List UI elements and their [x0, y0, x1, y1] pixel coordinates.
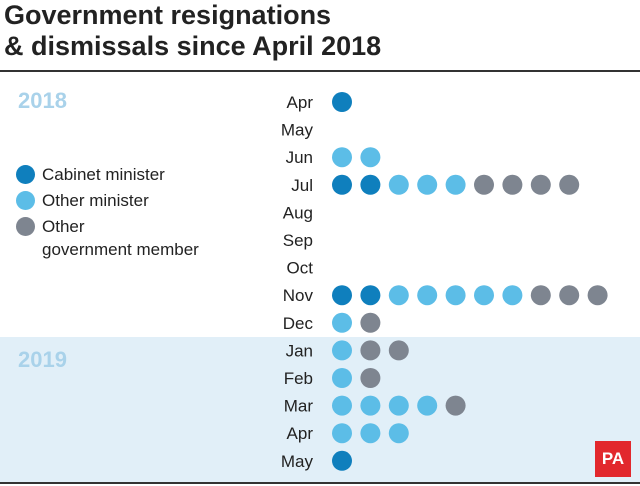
dot-cabinet-minister-jul-2018: [360, 174, 381, 195]
dot-other-minister-mar-2019: [360, 395, 381, 416]
dot-other-government-member-feb-2019: [360, 368, 381, 388]
dot-cabinet-minister-nov-2018: [332, 285, 352, 306]
chart-title: Government resignations & dismissals sin…: [4, 0, 624, 62]
year-2019-band: [0, 337, 640, 482]
legend-label-other-government-member-line-1: Other: [42, 217, 85, 236]
month-label-dec-2018: Dec: [283, 314, 314, 333]
month-label-oct-2018: Oct: [287, 259, 314, 278]
dot-cabinet-minister-may-2019: [332, 450, 352, 471]
dot-other-government-member-jan-2019: [388, 340, 409, 361]
dot-other-minister-jan-2019: [332, 340, 352, 361]
dot-other-minister-apr-2019: [332, 423, 352, 444]
dot-other-government-member-jul-2018: [502, 174, 523, 195]
dot-other-minister-nov-2018: [417, 285, 438, 306]
legend-label-other-minister: Other minister: [42, 191, 149, 210]
dot-other-minister-nov-2018: [388, 285, 409, 306]
dot-other-minister-mar-2019: [332, 395, 352, 416]
month-label-aug-2018: Aug: [283, 203, 313, 222]
dot-other-government-member-mar-2019: [445, 395, 466, 416]
month-label-may-2019: May: [281, 452, 314, 471]
legend-label-other-government-member-line-2: government member: [42, 240, 199, 259]
dot-other-minister-nov-2018: [502, 285, 523, 306]
dot-other-minister-apr-2019: [360, 423, 381, 444]
dot-other-government-member-jul-2018: [559, 174, 580, 195]
dot-other-minister-apr-2019: [388, 423, 409, 444]
dot-other-government-member-jul-2018: [474, 174, 494, 195]
legend-swatch-cabinet-minister: [16, 165, 35, 184]
dot-other-minister-dec-2018: [332, 312, 352, 333]
dot-other-government-member-jan-2019: [360, 340, 381, 361]
month-label-jul-2018: Jul: [291, 176, 313, 195]
month-label-apr-2018: Apr: [287, 93, 314, 112]
dot-other-minister-nov-2018: [445, 285, 466, 306]
dot-other-minister-mar-2019: [388, 395, 409, 416]
legend-swatch-other-minister: [16, 191, 35, 210]
dot-other-government-member-dec-2018: [360, 312, 381, 333]
dot-other-government-member-nov-2018: [587, 285, 608, 306]
title-line-2: & dismissals since April 2018: [4, 31, 382, 61]
dot-other-minister-jun-2018: [332, 147, 352, 168]
month-label-jan-2019: Jan: [286, 341, 313, 360]
month-label-jun-2018: Jun: [286, 148, 313, 167]
dot-other-government-member-nov-2018: [530, 285, 551, 306]
top-divider: [0, 70, 640, 72]
year-label-2018: 2018: [18, 88, 67, 113]
dot-other-minister-nov-2018: [474, 285, 494, 306]
month-label-sep-2018: Sep: [283, 231, 313, 250]
dot-cabinet-minister-apr-2018: [332, 92, 352, 112]
legend-label-cabinet-minister: Cabinet minister: [42, 165, 165, 184]
month-label-may-2018: May: [281, 121, 314, 140]
year-label-2019: 2019: [18, 347, 67, 372]
dot-other-minister-mar-2019: [417, 395, 438, 416]
dot-other-government-member-jul-2018: [530, 174, 551, 195]
dot-cabinet-minister-nov-2018: [360, 285, 381, 306]
dot-other-minister-jul-2018: [388, 174, 409, 195]
dot-other-government-member-nov-2018: [559, 285, 580, 306]
title-line-1: Government resignations: [4, 0, 332, 30]
legend-swatch-other-government-member: [16, 217, 35, 236]
bottom-divider: [0, 482, 640, 484]
dot-other-minister-jun-2018: [360, 147, 381, 168]
month-label-nov-2018: Nov: [283, 286, 314, 305]
pa-logo: PA: [595, 441, 631, 477]
dot-other-minister-jul-2018: [445, 174, 466, 195]
month-label-apr-2019: Apr: [287, 424, 314, 443]
dot-other-minister-feb-2019: [332, 368, 352, 388]
dot-cabinet-minister-jul-2018: [332, 174, 352, 195]
month-label-mar-2019: Mar: [284, 397, 314, 416]
dot-other-minister-jul-2018: [417, 174, 438, 195]
month-label-feb-2019: Feb: [284, 369, 313, 388]
